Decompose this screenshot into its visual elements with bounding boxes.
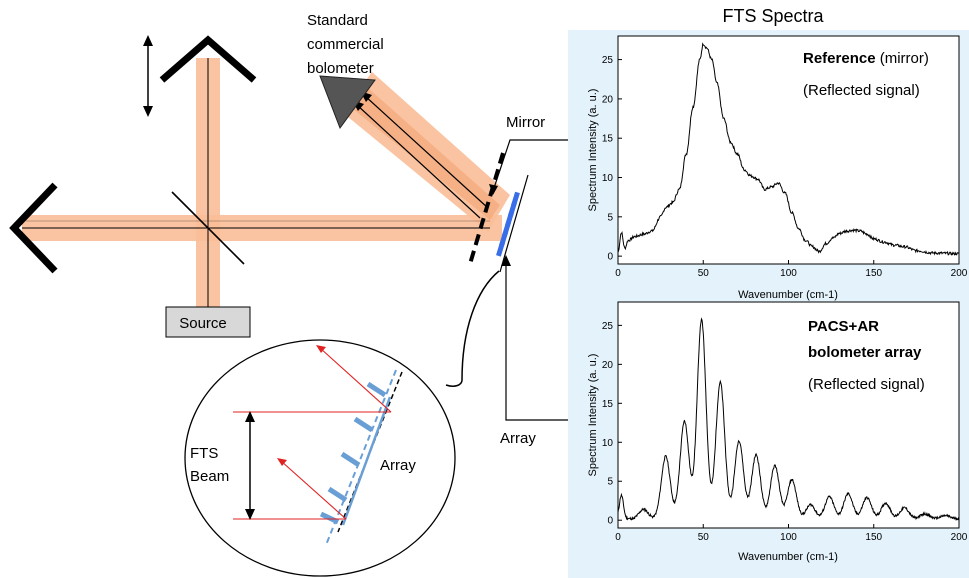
- reference-spectrum-chart: 0 50 100 150 200 0 5 10 15 20 25 Reference (mirror…: [587, 35, 968, 301]
- inset-array-label: Array: [380, 457, 416, 474]
- ray-arrow-2: [364, 95, 489, 209]
- bolometer-label-line3: bolometer: [307, 60, 374, 77]
- chart2-series-line: [617, 317, 960, 522]
- chart2-frame: [617, 301, 960, 529]
- inset-content: [233, 345, 403, 546]
- chart1-ytick-label: 20: [602, 94, 614, 105]
- diagonal-beam-core: [352, 88, 500, 220]
- chart2-ylabel: Spectrum Intensity (a. u.): [587, 354, 599, 477]
- chart1-annotation: Reference (mirror): [803, 50, 929, 67]
- movement-double-arrow-icon: [143, 35, 153, 117]
- chart1-ytick-label: 10: [602, 173, 614, 184]
- chart1-xtick-label: 100: [780, 268, 797, 279]
- array-spectrum-chart: 0 50 100 150 200 0 5 10 15 20 25 PACS+AR bolometer…: [587, 301, 968, 563]
- chart1-xtick-label: 150: [865, 268, 882, 279]
- beamsplitter: [171, 191, 245, 265]
- chart-panel-title: FTS Spectra: [722, 6, 824, 26]
- source-label: Source: [179, 315, 227, 332]
- chart1-ytick-label: 15: [602, 134, 614, 145]
- beam-paths: [22, 58, 510, 308]
- chart2-xtick-label: 200: [951, 532, 968, 543]
- chart2-xtick-label: 150: [865, 532, 882, 543]
- chart2-ytick-label: 15: [602, 399, 614, 410]
- source-box: [165, 306, 251, 338]
- chart2-xtick-label: 100: [780, 532, 797, 543]
- array-pixels: [496, 191, 520, 257]
- mirror-label: Mirror: [506, 114, 545, 131]
- chart1-ylabel: Spectrum Intensity (a. u.): [587, 89, 599, 212]
- chart2-ytick-label: 0: [607, 516, 613, 527]
- fixed-mirror: [9, 182, 58, 274]
- bolometer-label-line2: commercial: [307, 36, 384, 53]
- chart2-annotation-line1: PACS+AR: [808, 318, 879, 335]
- chart2-ytick-label: 20: [602, 360, 614, 371]
- chart1-annotation2: (Reflected signal): [803, 82, 920, 99]
- chart2-annotation-line2: bolometer array: [808, 344, 922, 361]
- chart1-ytick-label: 25: [602, 55, 614, 66]
- array-label: Array: [500, 430, 536, 447]
- inset-ellipse: [184, 339, 456, 577]
- chart2-xtick-label: 50: [698, 532, 710, 543]
- chart2-ytick-label: 5: [607, 477, 613, 488]
- chart2-ytick-label: 25: [602, 321, 614, 332]
- chart1-ytick-label: 0: [607, 252, 613, 263]
- chart2-ytick-label: 10: [602, 438, 614, 449]
- chart1-xtick-label: 0: [615, 268, 621, 279]
- chart1-ytick-label: 5: [607, 212, 613, 223]
- bolometer-label-line1: Standard: [307, 12, 368, 29]
- inset-beam-label-line1: FTS: [190, 445, 218, 462]
- mirror-callout-line: [493, 139, 568, 189]
- chart2-xlabel: Wavenumber (cm-1): [738, 551, 838, 563]
- bolometer-icon: [319, 75, 376, 130]
- moving-mirror: [159, 35, 257, 83]
- ray-arrow-1: [356, 104, 481, 219]
- array-callout-line: [505, 262, 568, 421]
- inset-beam-label-line2: Beam: [190, 468, 229, 485]
- chart1-xlabel: Wavenumber (cm-1): [738, 289, 838, 301]
- chart2-annotation2: (Reflected signal): [808, 376, 925, 393]
- chart2-xtick-label: 0: [615, 532, 621, 543]
- array-substrate-line: [499, 174, 529, 273]
- inset-connector: [445, 270, 500, 387]
- chart1-xtick-label: 200: [951, 268, 968, 279]
- sample-mirror: [468, 152, 505, 265]
- chart1-frame: [617, 35, 960, 265]
- chart1-series-line: [617, 42, 960, 256]
- chart1-xtick-label: 50: [698, 268, 710, 279]
